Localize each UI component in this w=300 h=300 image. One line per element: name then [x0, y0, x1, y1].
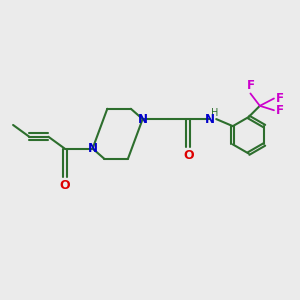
Text: H: H	[211, 109, 218, 118]
Text: F: F	[276, 104, 284, 117]
Text: F: F	[246, 79, 254, 92]
Text: N: N	[205, 112, 215, 126]
Text: O: O	[59, 178, 70, 192]
Text: O: O	[183, 149, 194, 162]
Text: N: N	[138, 112, 148, 126]
Text: N: N	[88, 142, 98, 155]
Text: F: F	[276, 92, 284, 105]
